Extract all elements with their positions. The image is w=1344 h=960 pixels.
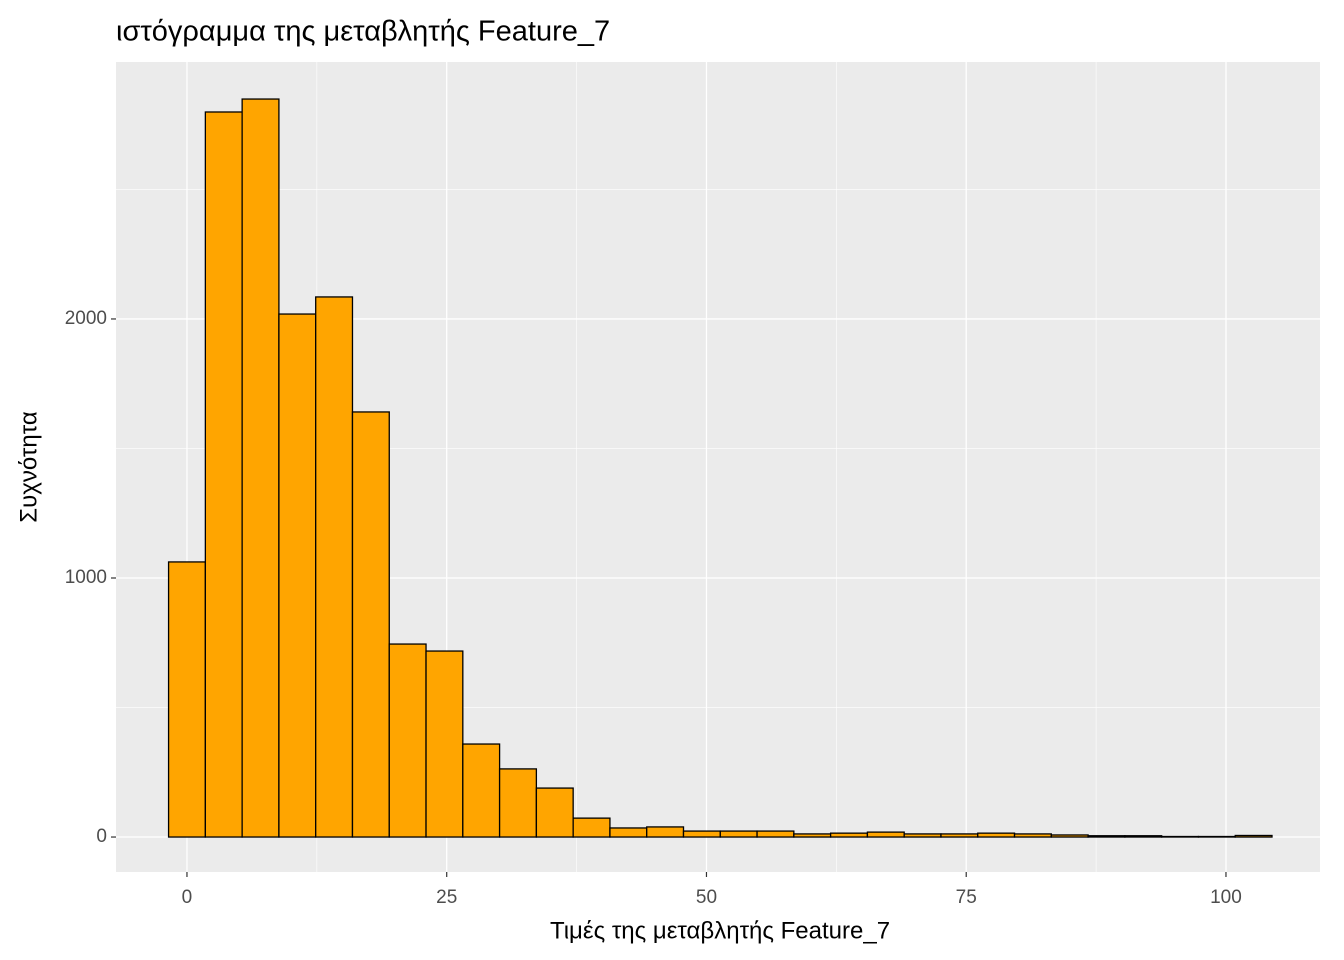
histogram-bar xyxy=(719,830,758,838)
y-tick-label: 2000 xyxy=(65,308,107,329)
x-axis-title: Τιμές της μεταβλητής Feature_7 xyxy=(550,917,890,944)
histogram-bar xyxy=(498,768,538,838)
histogram-bar xyxy=(1013,833,1052,838)
x-tick-label: 0 xyxy=(182,887,193,908)
histogram-bar xyxy=(682,830,721,838)
histogram-bar xyxy=(204,111,243,838)
histogram-bar xyxy=(940,833,979,838)
histogram-bar xyxy=(977,832,1016,838)
x-tick-label: 75 xyxy=(956,887,977,908)
histogram-bar xyxy=(241,98,280,838)
histogram-bar xyxy=(1197,835,1236,838)
histogram-bar xyxy=(646,826,685,838)
y-tick-label: 1000 xyxy=(65,567,107,588)
x-tick-label: 100 xyxy=(1210,887,1242,908)
histogram-bar xyxy=(1234,834,1273,838)
x-tick-label: 25 xyxy=(436,887,457,908)
histogram-bar xyxy=(829,832,869,838)
histogram-bar xyxy=(167,561,207,838)
y-axis-title: Συχνότητα xyxy=(15,411,42,523)
histogram-bar xyxy=(1124,835,1163,838)
y-tick-label: 0 xyxy=(96,826,107,847)
histogram-bar xyxy=(315,296,354,838)
histogram-bar xyxy=(572,817,611,838)
histogram-bar xyxy=(351,411,390,838)
histogram-bar xyxy=(609,827,648,838)
x-tick-label: 50 xyxy=(696,887,717,908)
histogram-bar xyxy=(1050,834,1089,838)
histogram-bar xyxy=(1087,835,1126,838)
histogram-bar xyxy=(903,833,942,838)
histogram-bar xyxy=(756,830,795,838)
histogram-bar xyxy=(793,833,832,838)
histogram-bar xyxy=(278,313,317,838)
histogram-bar xyxy=(866,831,905,838)
histogram-bar xyxy=(535,787,574,838)
histogram-bar xyxy=(388,643,427,838)
histogram-bar xyxy=(425,650,464,838)
histogram-bar xyxy=(462,743,501,838)
chart-title: ιστόγραμμα της μεταβλητής Feature_7 xyxy=(116,16,610,48)
histogram-bar xyxy=(1161,835,1200,838)
